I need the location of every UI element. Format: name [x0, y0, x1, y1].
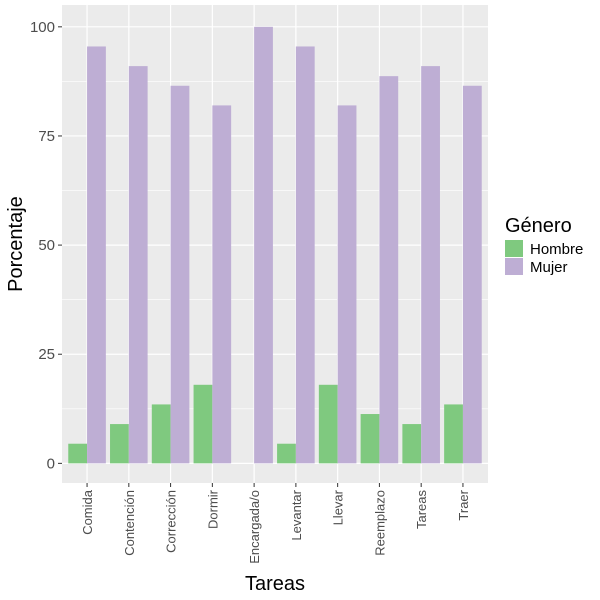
bar-mujer-2: [171, 86, 190, 464]
y-tick-label: 100: [30, 19, 55, 36]
bar-mujer-7: [379, 76, 398, 463]
x-tick-label: Corrección: [164, 490, 179, 553]
x-tick-label: Encargada/o: [247, 490, 262, 564]
x-tick-label: Llevar: [331, 489, 346, 525]
legend-label-hombre: Hombre: [530, 241, 583, 258]
bar-hombre-7: [361, 414, 380, 463]
y-tick-label: 75: [38, 128, 55, 145]
legend-label-mujer: Mujer: [530, 259, 568, 276]
legend-key-hombre: [505, 240, 523, 257]
bar-hombre-9: [444, 404, 463, 463]
x-tick-label: Traer: [456, 489, 471, 520]
y-axis: 0 25 50 75 100: [30, 19, 62, 473]
bar-mujer-4: [254, 27, 273, 464]
y-tick-label: 25: [38, 346, 55, 363]
legend-key-mujer: [505, 258, 523, 275]
x-tick-label: Tareas: [414, 490, 429, 530]
y-axis-title: Porcentaje: [5, 196, 27, 292]
x-axis: Comida Contención Corrección Dormir Encargad…: [80, 483, 471, 564]
x-axis-title: Tareas: [245, 573, 305, 595]
bar-mujer-8: [421, 66, 440, 463]
x-tick-label: Dormir: [205, 489, 220, 529]
bar-hombre-1: [110, 424, 129, 463]
bar-hombre-2: [152, 404, 171, 463]
bar-hombre-6: [319, 385, 338, 464]
bar-mujer-6: [338, 105, 357, 463]
bar-hombre-3: [194, 385, 213, 464]
legend-title: Género: [505, 215, 572, 237]
x-tick-label: Reemplazo: [372, 490, 387, 556]
bar-mujer-9: [463, 86, 482, 464]
legend: Género Hombre Mujer: [505, 215, 583, 276]
bar-mujer-5: [296, 46, 315, 463]
bar-hombre-0: [68, 444, 87, 464]
bar-hombre-8: [402, 424, 421, 463]
bar-hombre-5: [277, 444, 296, 464]
bar-mujer-0: [87, 46, 106, 463]
x-tick-label: Contención: [122, 490, 137, 556]
y-tick-label: 0: [47, 455, 55, 472]
bar-mujer-1: [129, 66, 148, 463]
x-tick-label: Levantar: [289, 489, 304, 540]
bar-mujer-3: [212, 105, 231, 463]
y-tick-label: 50: [38, 237, 55, 254]
x-tick-label: Comida: [80, 489, 95, 535]
